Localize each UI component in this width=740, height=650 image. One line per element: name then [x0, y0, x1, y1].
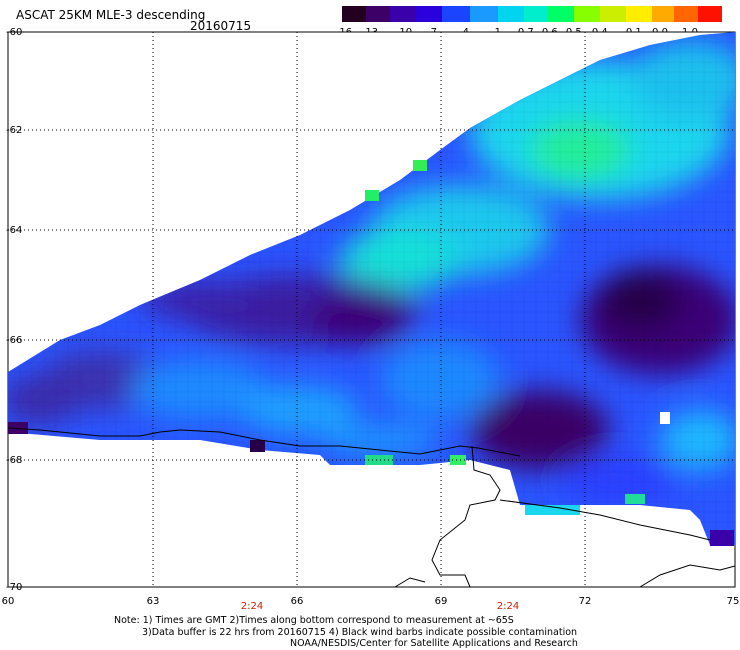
- colorbar-swatch: [524, 6, 548, 22]
- latitude-label: -70: [6, 582, 22, 593]
- edge-pixels: [8, 160, 734, 546]
- latitude-labels: -60 -62 -64 -66 -68 -70: [6, 27, 22, 593]
- longitude-label: 60: [2, 596, 15, 607]
- longitude-label: 72: [579, 596, 592, 607]
- pass-time-label: 2:24: [241, 601, 263, 612]
- note-line: NOAA/NESDIS/Center for Satellite Applica…: [290, 638, 578, 649]
- colorbar-swatch: [498, 6, 524, 22]
- longitude-label: 66: [291, 596, 304, 607]
- coastline: [7, 427, 736, 588]
- colorbar-swatch: [390, 6, 416, 22]
- latitude-label: -60: [6, 27, 22, 38]
- product-date: 20160715: [190, 19, 252, 33]
- longitude-label: 69: [435, 596, 448, 607]
- colorbar-swatch: [698, 6, 722, 22]
- colorbar-swatch: [626, 6, 652, 22]
- colorbar-swatch: [342, 6, 366, 22]
- latitude-label: -66: [6, 335, 22, 346]
- note-line: Note: 1) Times are GMT 2)Times along bot…: [114, 615, 514, 626]
- note-line: 3)Data buffer is 22 hrs from 20160715 4)…: [142, 626, 578, 638]
- graticule: [8, 32, 735, 587]
- colorbar-swatch: [366, 6, 390, 22]
- latitude-label: -62: [6, 125, 22, 136]
- footer-notes: Note: 1) Times are GMT 2)Times along bot…: [0, 615, 740, 650]
- product-title: ASCAT 25KM MLE-3 descending: [16, 8, 206, 22]
- colorbar-swatch: [674, 6, 698, 22]
- longitude-label: 75: [727, 596, 740, 607]
- longitude-labels: 60 63 66 69 72 75: [2, 596, 740, 607]
- colorbar-swatch: [574, 6, 600, 22]
- pass-time-label: 2:24: [497, 601, 519, 612]
- colorbar-swatch: [652, 6, 674, 22]
- colorbar-swatch: [416, 6, 442, 22]
- latitude-label: -64: [6, 225, 22, 236]
- colorbar-swatch: [600, 6, 626, 22]
- longitude-label: 63: [147, 596, 160, 607]
- colorbar-swatch: [548, 6, 574, 22]
- colorbar-swatch: [442, 6, 470, 22]
- latitude-label: -68: [6, 455, 22, 466]
- colorbar-swatch: [470, 6, 498, 22]
- pass-time-labels: 2:24 2:24: [241, 601, 519, 612]
